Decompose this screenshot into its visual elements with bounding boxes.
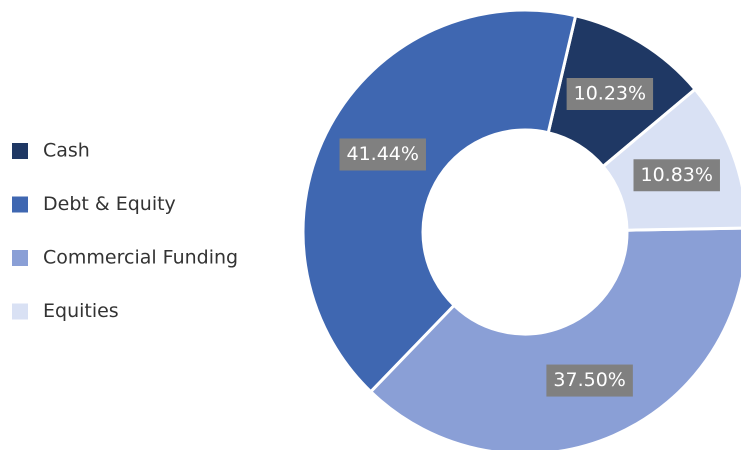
slice-label-group: 10.23% [566, 77, 654, 110]
legend-swatch [12, 250, 28, 266]
slice-label-group: 37.50% [546, 364, 633, 397]
legend-text: Cash [43, 140, 90, 162]
slice-label-box [566, 77, 654, 110]
legend-text: Commercial Funding [43, 247, 238, 269]
slice-label-group: 10.83% [633, 159, 720, 192]
slice-label-box [546, 364, 633, 397]
legend-text: Equities [43, 300, 119, 322]
legend-swatch [12, 303, 28, 320]
slice-label: 10.83% [641, 164, 713, 186]
donut-slice [301, 8, 578, 394]
legend-swatch [12, 196, 28, 213]
legend-text: Debt & Equity [43, 193, 176, 215]
slice-label-group: 41.44% [339, 138, 426, 171]
slice-label-box [339, 138, 426, 171]
slice-label-box [633, 159, 720, 192]
slice-label: 10.23% [574, 82, 646, 104]
slice-label: 37.50% [553, 369, 625, 391]
slice-label: 41.44% [347, 143, 419, 165]
legend-swatch [12, 143, 28, 159]
donut-slice [368, 226, 741, 450]
